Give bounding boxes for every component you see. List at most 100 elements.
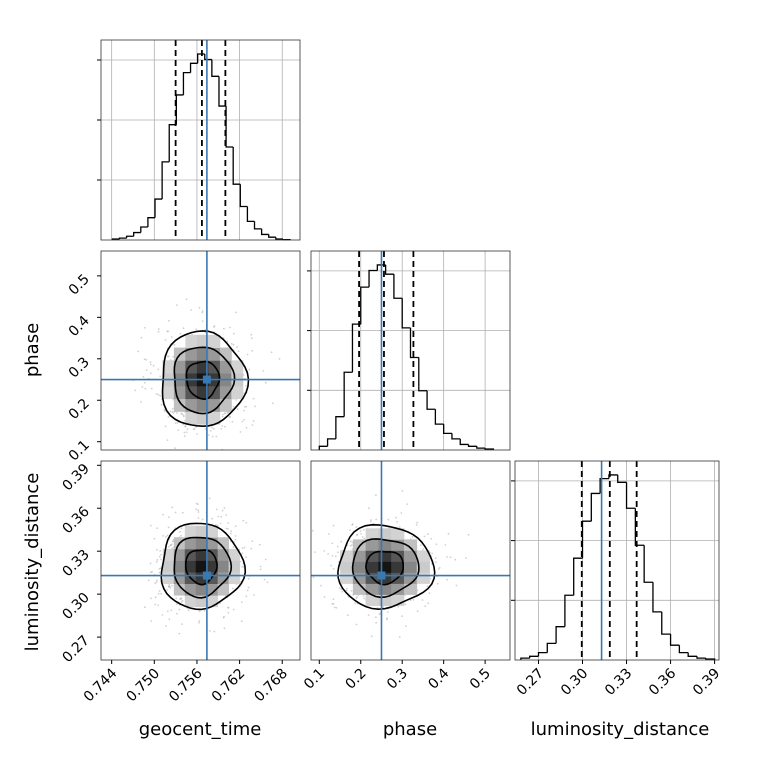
hist-bin-phase-16	[451, 433, 461, 440]
sample-dot-geocent_time-phase-612	[221, 425, 224, 427]
sample-dot-geocent_time-phase-307	[140, 401, 142, 403]
density-cell-geocent_time-phase-3-6	[185, 347, 198, 361]
sample-dot-geocent_time-phase-500	[182, 415, 185, 418]
density-cell-geocent_time-phase-4-5	[196, 360, 209, 374]
hist-bin-geocent_time-21	[260, 228, 269, 236]
sample-dot-phase-luminosity_distance-23	[370, 635, 373, 638]
sample-dot-geocent_time-luminosity_distance-417	[180, 601, 183, 603]
sample-dot-phase-luminosity_distance-202	[405, 625, 407, 627]
sample-dot-geocent_time-phase-397	[169, 410, 172, 413]
sample-dot-phase-luminosity_distance-150	[423, 535, 426, 538]
sample-dot-geocent_time-luminosity_distance-339	[240, 620, 243, 623]
sample-dot-geocent_time-phase-61	[176, 412, 178, 414]
sample-dot-phase-luminosity_distance-265	[314, 551, 316, 553]
sample-dot-geocent_time-phase-453	[137, 350, 140, 353]
sample-dot-geocent_time-luminosity_distance-412	[166, 610, 169, 613]
sample-dot-geocent_time-phase-245	[166, 439, 169, 441]
sample-dot-geocent_time-luminosity_distance-166	[227, 606, 230, 609]
sample-dot-geocent_time-luminosity_distance-328	[227, 522, 230, 524]
hist-bin-geocent_time-4	[140, 226, 148, 233]
sample-dot-phase-luminosity_distance-17	[332, 603, 335, 605]
sample-dot-phase-luminosity_distance-541	[360, 533, 363, 535]
sample-dot-geocent_time-phase-184	[232, 343, 235, 346]
sample-dot-geocent_time-luminosity_distance-359	[240, 601, 243, 603]
hist-bin-phase-19	[476, 446, 486, 449]
hist-bin-phase-17	[459, 438, 469, 446]
sample-dot-phase-luminosity_distance-376	[415, 523, 418, 526]
sample-dot-geocent_time-phase-468	[168, 319, 170, 322]
density-cell-geocent_time-phase-3-7	[185, 334, 198, 348]
sample-dot-phase-luminosity_distance-244	[430, 537, 432, 540]
sample-dot-geocent_time-luminosity_distance-303	[157, 592, 160, 595]
sample-dot-phase-luminosity_distance-513	[370, 519, 372, 521]
sample-dot-geocent_time-phase-126	[143, 381, 146, 384]
sample-dot-geocent_time-luminosity_distance-66	[170, 543, 173, 546]
sample-dot-geocent_time-phase-301	[141, 386, 144, 388]
density-cell-phase-luminosity_distance-3-7	[365, 528, 379, 540]
sample-dot-geocent_time-luminosity_distance-593	[211, 517, 214, 520]
sample-dot-phase-luminosity_distance-214	[375, 621, 378, 624]
sample-dot-geocent_time-luminosity_distance-534	[231, 587, 234, 590]
sample-dot-geocent_time-luminosity_distance-419	[168, 618, 171, 621]
sample-dot-phase-luminosity_distance-544	[346, 587, 348, 590]
sample-dot-geocent_time-phase-86	[172, 355, 175, 358]
density-cell-geocent_time-luminosity_distance-4-2	[195, 583, 208, 596]
sample-dot-geocent_time-phase-551	[196, 433, 198, 435]
density-cell-geocent_time-luminosity_distance-5-6	[206, 537, 219, 550]
sample-dot-geocent_time-phase-74	[232, 405, 235, 408]
density-layer	[132, 298, 470, 638]
frame-phase-luminosity_distance	[310, 460, 511, 661]
sample-dot-geocent_time-luminosity_distance-321	[154, 582, 157, 585]
ytick-label-phase-1: 0.2	[66, 396, 93, 423]
sample-dot-geocent_time-luminosity_distance-59	[250, 547, 253, 550]
sample-dot-geocent_time-luminosity_distance-356	[171, 585, 173, 587]
density-cell-phase-luminosity_distance-1-5	[340, 550, 354, 562]
xtick-label-luminosity_distance-4: 0.39	[690, 666, 723, 699]
hist-bin-geocent_time-20	[253, 221, 262, 230]
sample-dot-geocent_time-luminosity_distance-324	[169, 544, 172, 547]
density-cell-phase-luminosity_distance-2-4	[352, 561, 367, 573]
sample-dot-phase-luminosity_distance-88	[331, 542, 334, 545]
density-cell-geocent_time-luminosity_distance-6-6	[217, 537, 229, 550]
density-cell-geocent_time-phase-6-5	[219, 360, 232, 374]
density-cell-phase-luminosity_distance-3-1	[365, 594, 379, 606]
sample-dot-geocent_time-phase-319	[143, 358, 146, 361]
sample-dot-geocent_time-phase-343	[176, 421, 179, 424]
sample-dot-phase-luminosity_distance-456	[351, 524, 354, 526]
sample-dot-geocent_time-luminosity_distance-647	[162, 513, 165, 516]
sample-dot-geocent_time-luminosity_distance-399	[201, 518, 204, 521]
sample-dot-phase-luminosity_distance-223	[406, 503, 409, 505]
sample-dot-geocent_time-phase-416	[140, 336, 143, 339]
sample-dot-geocent_time-luminosity_distance-603	[234, 525, 237, 528]
sample-dot-geocent_time-phase-33	[224, 425, 226, 428]
density-cell-geocent_time-luminosity_distance-6-2	[217, 583, 229, 596]
sample-dot-geocent_time-phase-264	[241, 420, 244, 423]
sample-dot-geocent_time-luminosity_distance-428	[223, 627, 226, 630]
sample-dot-phase-luminosity_distance-574	[351, 544, 353, 546]
sample-dot-geocent_time-phase-571	[177, 429, 180, 431]
ytick-label-luminosity_distance-4: 0.39	[59, 461, 92, 494]
sample-dot-phase-luminosity_distance-346	[454, 558, 457, 561]
sample-dot-geocent_time-luminosity_distance-465	[198, 620, 201, 622]
density-cell-geocent_time-phase-5-1	[208, 411, 221, 425]
sample-dot-geocent_time-phase-555	[164, 339, 167, 341]
sample-dot-geocent_time-phase-353	[184, 425, 187, 428]
sample-dot-geocent_time-luminosity_distance-278	[171, 506, 174, 509]
frame-diag-geocent_time	[100, 39, 301, 241]
sample-dot-geocent_time-phase-125	[243, 409, 246, 412]
sample-dot-geocent_time-phase-97	[227, 411, 230, 414]
density-cell-geocent_time-luminosity_distance-3-2	[184, 583, 197, 596]
hist-bin-phase-20	[484, 448, 495, 450]
density-cell-phase-luminosity_distance-3-4	[365, 561, 379, 573]
sample-dot-geocent_time-phase-349	[204, 328, 207, 331]
hist-bin-luminosity_distance-17	[669, 634, 680, 646]
sample-dot-geocent_time-luminosity_distance-196	[166, 589, 169, 591]
ytick-label-luminosity_distance-0: 0.27	[59, 633, 92, 666]
density-cell-geocent_time-luminosity_distance-3-4	[184, 560, 197, 573]
sample-dot-geocent_time-luminosity_distance-614	[259, 565, 262, 568]
sample-dot-phase-luminosity_distance-35	[375, 494, 377, 497]
sample-dot-geocent_time-phase-632	[186, 428, 189, 430]
density-cell-geocent_time-luminosity_distance-4-1	[195, 595, 208, 608]
density-cell-geocent_time-luminosity_distance-4-3	[195, 572, 208, 584]
density-cell-geocent_time-luminosity_distance-1-5	[162, 548, 175, 561]
